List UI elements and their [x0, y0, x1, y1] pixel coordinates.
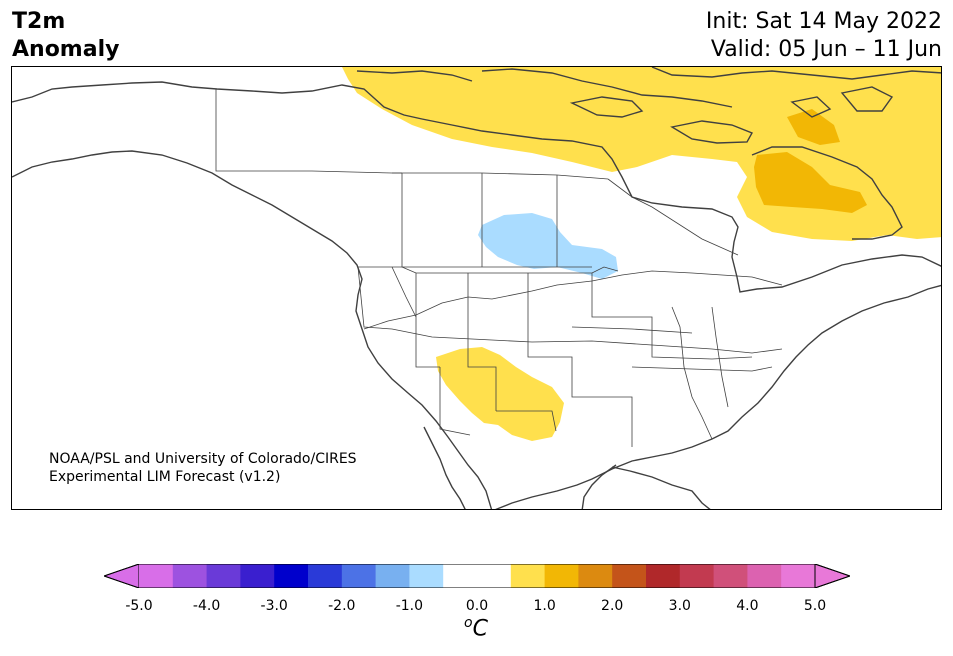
colorbar-segment — [544, 564, 579, 588]
colorbar-tick-label: 2.0 — [601, 598, 624, 614]
colorbar — [104, 564, 850, 588]
colorbar-segment — [443, 564, 478, 588]
colorbar-segment — [240, 564, 275, 588]
colorbar-units: oC — [464, 615, 488, 641]
anomaly-hudson-quebec-warm-north — [787, 109, 840, 145]
colorbar-segment — [747, 564, 782, 588]
credit-line-2: Experimental LIM Forecast (v1.2) — [49, 469, 281, 485]
anomaly-prairies-cool — [478, 213, 618, 279]
init-date: Init: Sat 14 May 2022 — [705, 9, 942, 34]
colorbar-max-extend — [814, 564, 850, 588]
anomaly-southwest-warm — [436, 347, 564, 441]
map-title: T2m Anomaly — [12, 8, 119, 64]
forecast-credit: NOAA/PSL and University of Colorado/CIRE… — [49, 450, 357, 486]
colorbar-segment — [510, 564, 546, 588]
colorbar-svg — [104, 564, 850, 588]
forecast-dates: Init: Sat 14 May 2022 Valid: 05 Jun – 11… — [706, 8, 942, 64]
colorbar-min-extend — [104, 564, 140, 588]
anomaly-map: NOAA/PSL and University of Colorado/CIRE… — [11, 66, 942, 510]
colorbar-segment — [578, 564, 613, 588]
colorbar-segment — [781, 564, 816, 588]
colorbar-segment — [172, 564, 208, 588]
credit-line-1: NOAA/PSL and University of Colorado/CIRE… — [49, 451, 357, 467]
title-line-2: Anomaly — [12, 37, 120, 62]
colorbar-segment — [477, 564, 512, 588]
valid-date: Valid: 05 Jun – 11 Jun — [710, 37, 942, 62]
colorbar-tick-label: -1.0 — [395, 598, 424, 614]
units-degree: o — [464, 615, 473, 631]
colorbar-tick-label: 3.0 — [668, 598, 691, 614]
title-line-1: T2m — [12, 9, 66, 34]
borders — [215, 89, 783, 447]
units-celsius: C — [472, 616, 488, 642]
colorbar-tick-label: -3.0 — [260, 598, 288, 614]
colorbar-segment — [274, 564, 309, 588]
colorbar-segment — [206, 564, 241, 588]
map-svg — [12, 67, 941, 509]
colorbar-segment — [646, 564, 681, 588]
colorbar-segment — [308, 564, 343, 588]
colorbar-tick-label: -2.0 — [328, 598, 356, 614]
colorbar-segment — [713, 564, 748, 588]
colorbar-tick-label: 5.0 — [803, 598, 827, 614]
anomaly-northern-canada-warm — [342, 67, 941, 241]
colorbar-segment — [679, 564, 715, 588]
colorbar-segment — [612, 564, 647, 588]
colorbar-tick-label: -4.0 — [192, 598, 221, 614]
colorbar-tick-label: 0.0 — [465, 598, 489, 614]
colorbar-tick-label: -5.0 — [125, 598, 153, 614]
colorbar-segment — [139, 564, 174, 588]
colorbar-segment — [375, 564, 410, 588]
anomaly-hudson-quebec-warm — [754, 152, 867, 213]
colorbar-tick-label: 1.0 — [533, 598, 556, 614]
colorbar-segment — [409, 564, 444, 588]
colorbar-tick-label: 4.0 — [736, 598, 759, 614]
colorbar-segment — [341, 564, 377, 588]
